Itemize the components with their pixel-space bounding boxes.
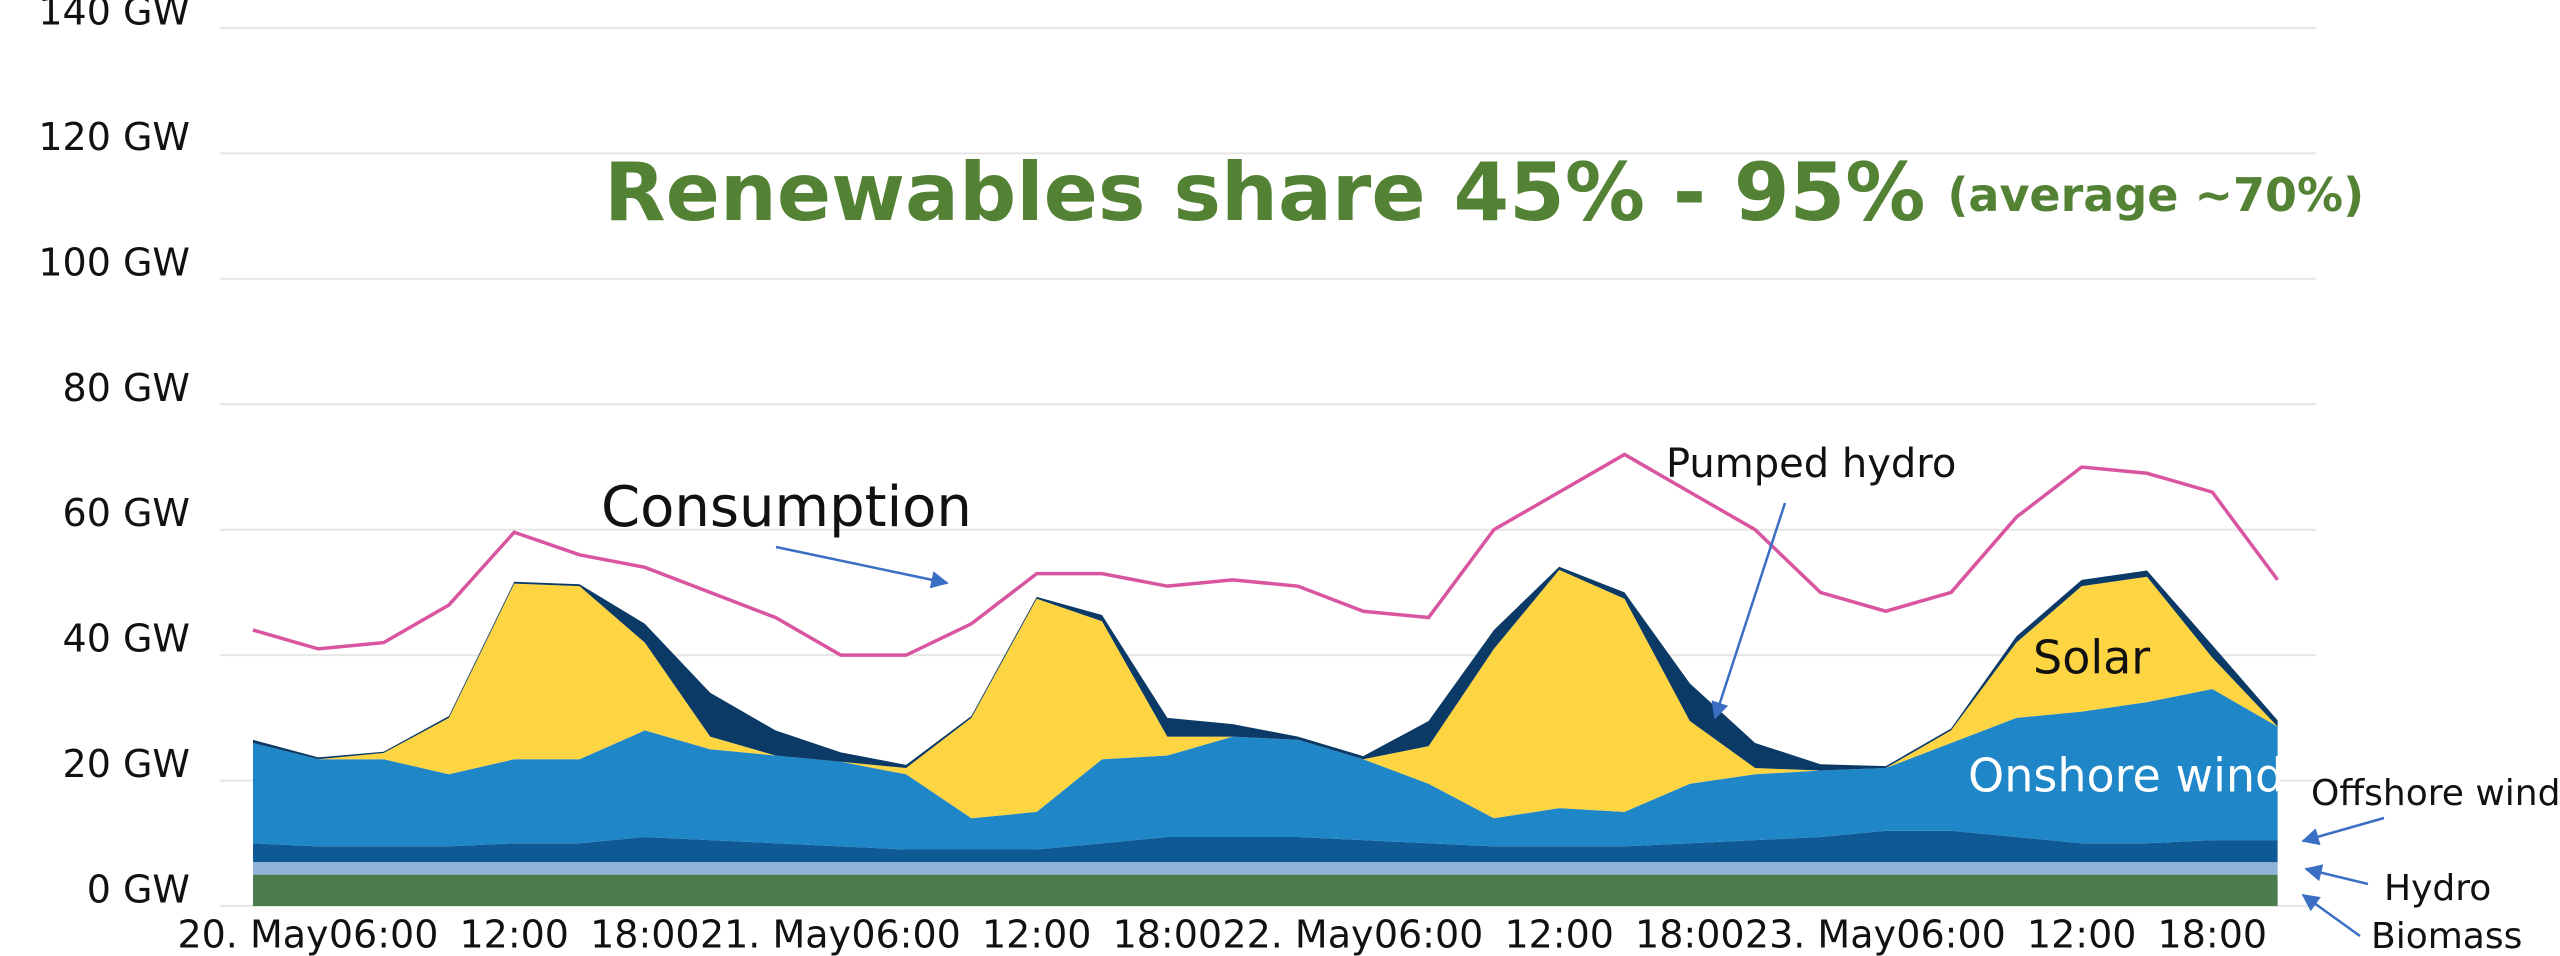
x-tick-label: 06:00 (851, 913, 961, 956)
annotation-arrow (775, 545, 949, 589)
x-tick-label: 18:00 (1635, 913, 1745, 956)
y-tick-label: 60 GW (63, 491, 190, 535)
series-label: Hydro (2384, 868, 2491, 909)
y-tick-label: 20 GW (63, 742, 190, 786)
x-tick-label: 06:00 (329, 913, 439, 956)
y-tick-label: 120 GW (38, 115, 190, 159)
area (253, 874, 2278, 906)
series-label: Onshore wind (1968, 749, 2284, 803)
consumption-line (252, 452, 2280, 657)
area (253, 862, 2278, 875)
y-tick-label: 140 GW (38, 0, 190, 34)
annotation-arrow (1711, 502, 1787, 720)
y-tick-label: 0 GW (87, 868, 190, 912)
title: Renewables share 45% - 95% (604, 146, 1925, 239)
series-label: Pumped hydro (1666, 441, 1956, 487)
x-tick-label: 06:00 (1896, 913, 2006, 956)
area (253, 566, 2278, 771)
x-tick-label: 21. May (700, 913, 851, 956)
annotation-arrow (2304, 864, 2369, 886)
area (253, 569, 2278, 819)
x-tick-label: 06:00 (1374, 913, 1484, 956)
consumption-label: Consumption (601, 475, 972, 540)
x-tick-label: 18:00 (1113, 913, 1223, 956)
area (253, 689, 2278, 850)
annotation-arrow (2301, 816, 2385, 846)
x-tick-label: 22. May (1222, 913, 1373, 956)
x-tick-label: 12:00 (2027, 913, 2137, 956)
x-tick-label: 12:00 (982, 913, 1092, 956)
y-tick-label: 40 GW (63, 617, 190, 661)
x-tick-label: 12:00 (459, 913, 569, 956)
annotation-arrow (2301, 893, 2361, 938)
x-tick-label: 12:00 (1504, 913, 1614, 956)
series-label: Biomass (2371, 916, 2522, 956)
x-tick-label: 23. May (1745, 913, 1896, 956)
subtitle: (average ~70%) (1947, 168, 2364, 222)
y-tick-label: 80 GW (63, 366, 190, 410)
chart-title: Renewables share 45% - 95% (average ~70%) (604, 146, 2364, 239)
y-tick-label: 100 GW (38, 240, 190, 284)
series-label: Offshore wind (2311, 773, 2560, 814)
x-tick-label: 18:00 (2158, 913, 2268, 956)
area (253, 830, 2278, 863)
x-tick-label: 20. May (177, 913, 328, 956)
x-tick-label: 18:00 (590, 913, 700, 956)
series-label: Solar (2033, 631, 2150, 685)
